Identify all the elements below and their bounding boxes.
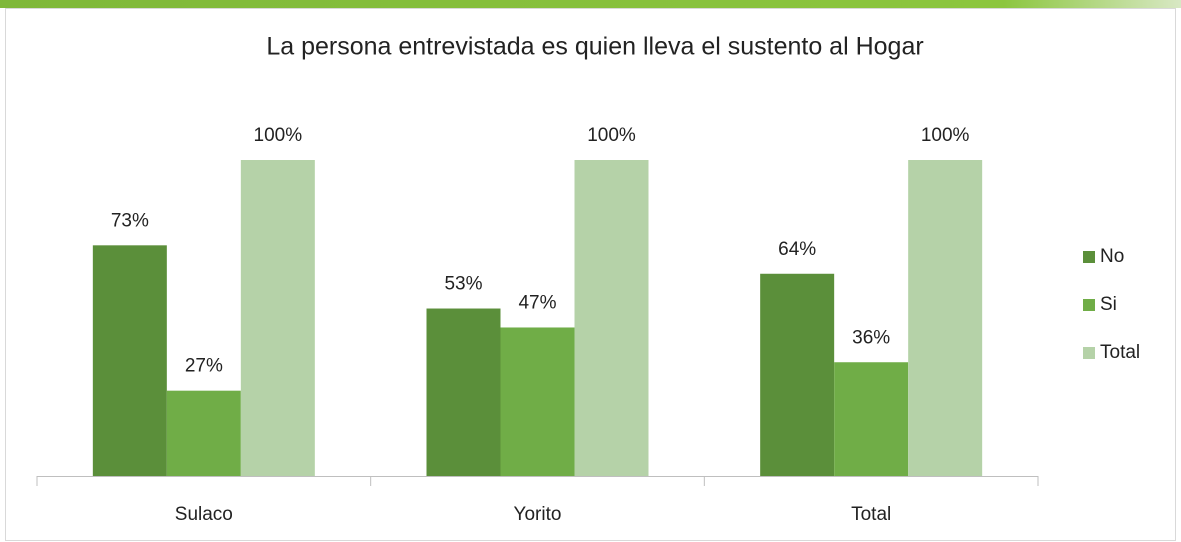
chart-title: La persona entrevistada es quien lleva e… [266, 33, 923, 61]
bar [908, 160, 983, 476]
data-label: 64% [778, 239, 816, 260]
data-label: 73% [111, 210, 149, 231]
bar [166, 390, 241, 476]
bar [574, 160, 649, 476]
top-stripe [0, 0, 1181, 8]
bar [500, 327, 575, 476]
legend-swatch [1083, 299, 1095, 311]
x-tick-label: Yorito [514, 504, 562, 525]
bar [834, 362, 909, 476]
bar [240, 160, 315, 476]
bar [760, 273, 835, 476]
data-label: 100% [587, 125, 636, 146]
legend-label: Total [1100, 342, 1140, 363]
data-label: 36% [852, 327, 890, 348]
legend-swatch [1083, 347, 1095, 359]
x-tick-label: Sulaco [175, 504, 233, 525]
data-label: 47% [518, 292, 556, 313]
bar [92, 245, 167, 476]
legend-label: Si [1100, 294, 1117, 315]
data-label: 53% [444, 274, 482, 295]
chart-border [5, 8, 1176, 541]
x-tick-label: Total [851, 504, 891, 525]
legend-label: No [1100, 246, 1124, 267]
legend-swatch [1083, 251, 1095, 263]
data-label: 100% [921, 125, 970, 146]
bar [426, 308, 501, 476]
data-label: 100% [254, 125, 303, 146]
data-label: 27% [185, 356, 223, 377]
